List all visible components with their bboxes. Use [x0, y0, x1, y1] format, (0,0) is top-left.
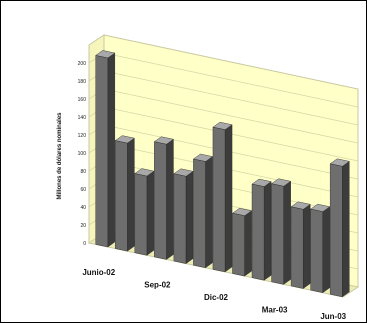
- y-tick-label: 60: [80, 187, 86, 193]
- y-tick-label: 200: [78, 61, 87, 67]
- bar: [310, 203, 331, 294]
- bar-side: [146, 170, 155, 256]
- x-axis-labels: Junio-02 Sep-02 Dic-02 Mar-03 Jun-03: [82, 268, 346, 321]
- bar: [231, 207, 253, 277]
- bar-front: [95, 55, 109, 248]
- bar-side: [224, 124, 233, 273]
- bar: [192, 153, 214, 269]
- y-tick-label: 40: [80, 205, 86, 211]
- bar-front: [310, 208, 323, 293]
- bar: [153, 136, 174, 260]
- bar-front: [154, 141, 167, 260]
- bar-side: [244, 210, 252, 277]
- bar-front: [251, 183, 265, 281]
- bar: [173, 168, 194, 265]
- y-tick-label: 80: [80, 169, 86, 175]
- bar-front: [232, 212, 245, 277]
- bar-front: [329, 163, 343, 298]
- bar-side: [205, 156, 213, 269]
- x-tick-label: Mar-03: [262, 305, 288, 314]
- bar-front: [115, 140, 128, 252]
- y-tick-label: 0: [83, 241, 86, 247]
- bar: [329, 158, 350, 298]
- bar-side: [283, 180, 291, 285]
- bar-side: [166, 138, 174, 260]
- bar: [290, 201, 311, 289]
- bar-side: [303, 203, 311, 289]
- x-tick-label: Sep-02: [144, 281, 171, 290]
- bar-side: [185, 170, 194, 265]
- gridline: [103, 70, 359, 126]
- bar: [251, 178, 272, 281]
- bar: [114, 135, 135, 252]
- bar-side: [107, 52, 116, 248]
- y-tick-label: 160: [78, 97, 87, 103]
- bar-side: [322, 206, 330, 294]
- x-tick-label: Junio-02: [82, 268, 115, 277]
- bar-front: [290, 206, 304, 289]
- y-axis-label: Millones de dólares nominales: [57, 112, 63, 200]
- bar: [271, 178, 292, 285]
- x-tick-label: Jun-03: [320, 312, 346, 321]
- bar-side: [127, 137, 135, 252]
- bars: [95, 50, 350, 298]
- y-axis-ticks: 0 20 40 60 80 100 120 140 160 180 200: [78, 61, 87, 247]
- bar-side: [342, 160, 350, 298]
- y-tick-label: 180: [78, 79, 87, 85]
- y-tick-label: 120: [78, 133, 87, 139]
- bar-front: [212, 126, 226, 273]
- bar: [95, 50, 116, 248]
- y-tick-label: 100: [78, 151, 87, 157]
- bar: [134, 168, 155, 256]
- x-tick-label: Dic-02: [204, 293, 229, 302]
- bar-side: [263, 181, 272, 281]
- y-tick-label: 20: [80, 223, 86, 229]
- bar-front: [173, 173, 187, 264]
- gridline: [103, 52, 359, 108]
- bar-front: [134, 173, 148, 256]
- bar-front: [193, 158, 206, 269]
- bar: [212, 121, 233, 273]
- y-tick-label: 140: [78, 115, 87, 121]
- bar-front: [271, 183, 284, 285]
- gridline: [103, 88, 359, 144]
